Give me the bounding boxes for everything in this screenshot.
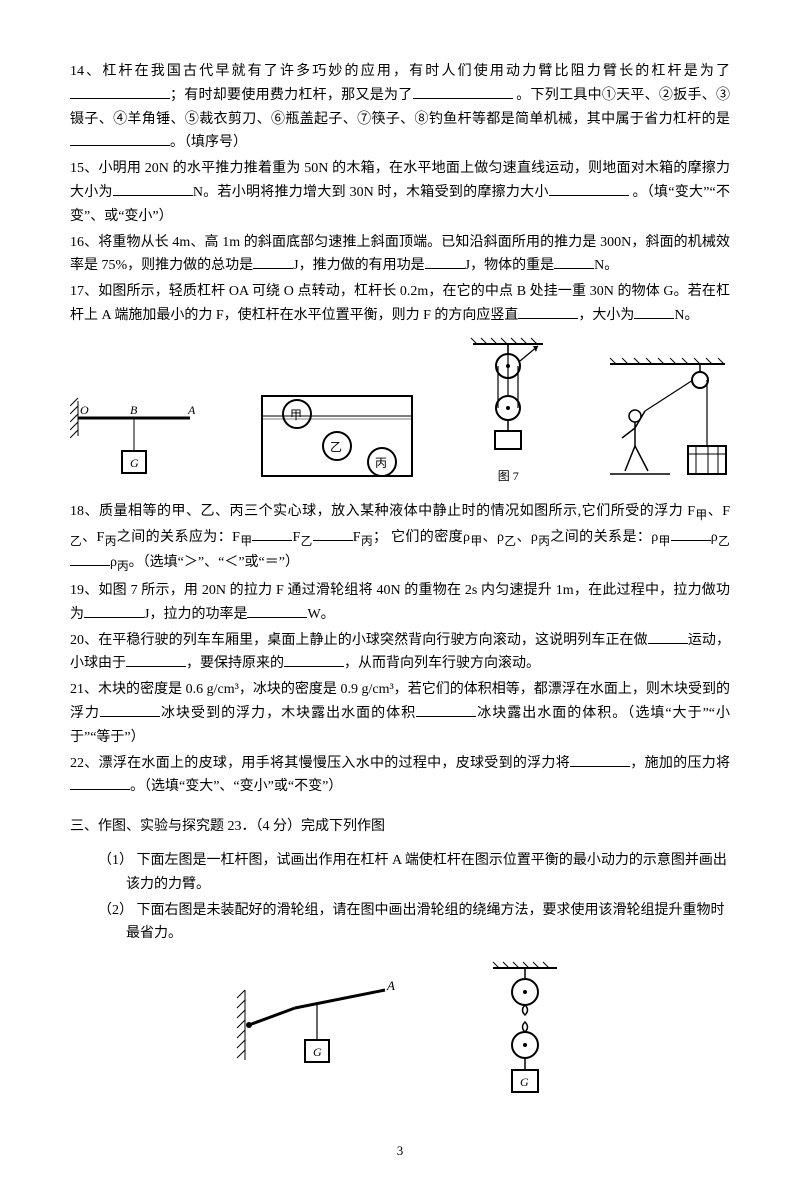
blank <box>100 702 160 717</box>
question-19: 19、如图 7 所示，用 20N 的拉力 F 通过滑轮组将 40N 的重物在 2… <box>70 579 730 627</box>
blank <box>549 181 629 196</box>
blank <box>570 752 630 767</box>
blank <box>313 526 353 541</box>
q16-num: 16、 <box>70 235 98 250</box>
blank <box>70 84 170 99</box>
q20-num: 20、 <box>70 633 98 648</box>
q16-t3: J，物体的重是 <box>465 258 554 273</box>
q14-t2: ；有时却要使用费力杠杆，那又是为了 <box>170 88 413 103</box>
svg-text:丙: 丙 <box>375 456 387 470</box>
sub-question-2: （2） 下面右图是未装配好的滑轮组，请在图中画出滑轮组的绕绳方法，要求使用该滑轮… <box>70 899 730 947</box>
figure-row-23: A G <box>70 960 730 1110</box>
blank <box>648 629 688 644</box>
q22-num: 22、 <box>70 756 99 771</box>
q19-num: 19、 <box>70 583 98 598</box>
blank <box>284 652 344 667</box>
blank <box>634 304 674 319</box>
svg-text:乙: 乙 <box>330 440 342 454</box>
blank <box>416 702 476 717</box>
blank <box>70 775 130 790</box>
blank <box>413 84 513 99</box>
figure-pulley-23: G <box>485 960 565 1110</box>
figure-worker-pulley <box>600 356 730 486</box>
question-14: 14、杠杆在我国古代早就有了许多巧妙的应用，有时人们使用动力臂比阻力臂长的杠杆是… <box>70 60 730 155</box>
question-20: 20、在平稳行驶的列车车厢里，桌面上静止的小球突然背向行驶方向滚动，这说明列车正… <box>70 629 730 677</box>
q14-t1: 杠杆在我国古代早就有了许多巧妙的应用，有时人们使用动力臂比阻力臂长的杠杆是为了 <box>102 64 730 79</box>
svg-text:G: G <box>130 456 139 470</box>
q15-t2: N。若小明将推力增大到 30N 时，木箱受到的摩擦力大小 <box>193 185 549 200</box>
q17-num: 17、 <box>70 284 98 299</box>
blank <box>70 131 170 146</box>
question-22: 22、漂浮在水面上的皮球，用手将其慢慢压入水中的过程中，皮球受到的浮力将，施加的… <box>70 752 730 800</box>
svg-text:A: A <box>386 978 395 993</box>
figure-pulley-7: 图 7 <box>463 336 553 486</box>
figure-row-17: O B A G 甲 乙 丙 <box>70 336 730 486</box>
svg-text:B: B <box>130 403 138 417</box>
blank <box>252 526 292 541</box>
blank <box>70 551 110 566</box>
question-16: 16、将重物从长 4m、高 1m 的斜面底部匀速推上斜面顶端。已知沿斜面所用的推… <box>70 231 730 279</box>
question-15: 15、小明用 20N 的水平推力推着重为 50N 的木箱，在水平地面上做匀速直线… <box>70 157 730 228</box>
page-number: 3 <box>70 1140 730 1162</box>
blank <box>671 526 711 541</box>
q14-num: 14、 <box>70 64 102 79</box>
svg-text:甲: 甲 <box>290 408 302 422</box>
blank <box>247 603 307 618</box>
q14-t4: 。（填序号） <box>170 135 247 150</box>
question-18: 18、质量相等的甲、乙、丙三个实心球，放入某种液体中静止时的情况如图所示,它们所… <box>70 500 730 577</box>
figure-lever-23: A G <box>235 960 405 1080</box>
q18-num: 18、 <box>70 504 99 519</box>
svg-text:G: G <box>313 1045 322 1059</box>
blank <box>425 254 465 269</box>
section-3-title: 三、作图、实验与探究题 23．（4 分）完成下列作图 <box>70 815 730 839</box>
sub-question-1: （1） 下面左图是一杠杆图，试画出作用在杠杆 A 端使杠杆在图示位置平衡的最小动… <box>70 849 730 897</box>
q15-num: 15、 <box>70 161 98 176</box>
blank <box>84 603 144 618</box>
svg-text:O: O <box>80 403 89 417</box>
figure-7-label: 图 7 <box>463 466 553 486</box>
blank <box>253 254 293 269</box>
blank <box>554 254 594 269</box>
svg-text:A: A <box>187 403 196 417</box>
blank <box>518 304 578 319</box>
q16-t4: N。 <box>594 258 618 273</box>
q21-num: 21、 <box>70 682 98 697</box>
figure-liquid-balls: 甲 乙 丙 <box>257 386 417 486</box>
question-17: 17、如图所示，轻质杠杆 OA 可绕 O 点转动，杠杆长 0.2m，在它的中点 … <box>70 280 730 328</box>
svg-text:G: G <box>520 1075 529 1089</box>
blank <box>113 181 193 196</box>
blank <box>126 652 186 667</box>
question-21: 21、木块的密度是 0.6 g/cm³，冰块的密度是 0.9 g/cm³，若它们… <box>70 678 730 749</box>
q17-t2: ，大小为 <box>578 308 634 323</box>
q17-t3: N。 <box>674 308 698 323</box>
figure-lever: O B A G <box>70 396 210 486</box>
q16-t2: J，推力做的有用功是 <box>293 258 424 273</box>
